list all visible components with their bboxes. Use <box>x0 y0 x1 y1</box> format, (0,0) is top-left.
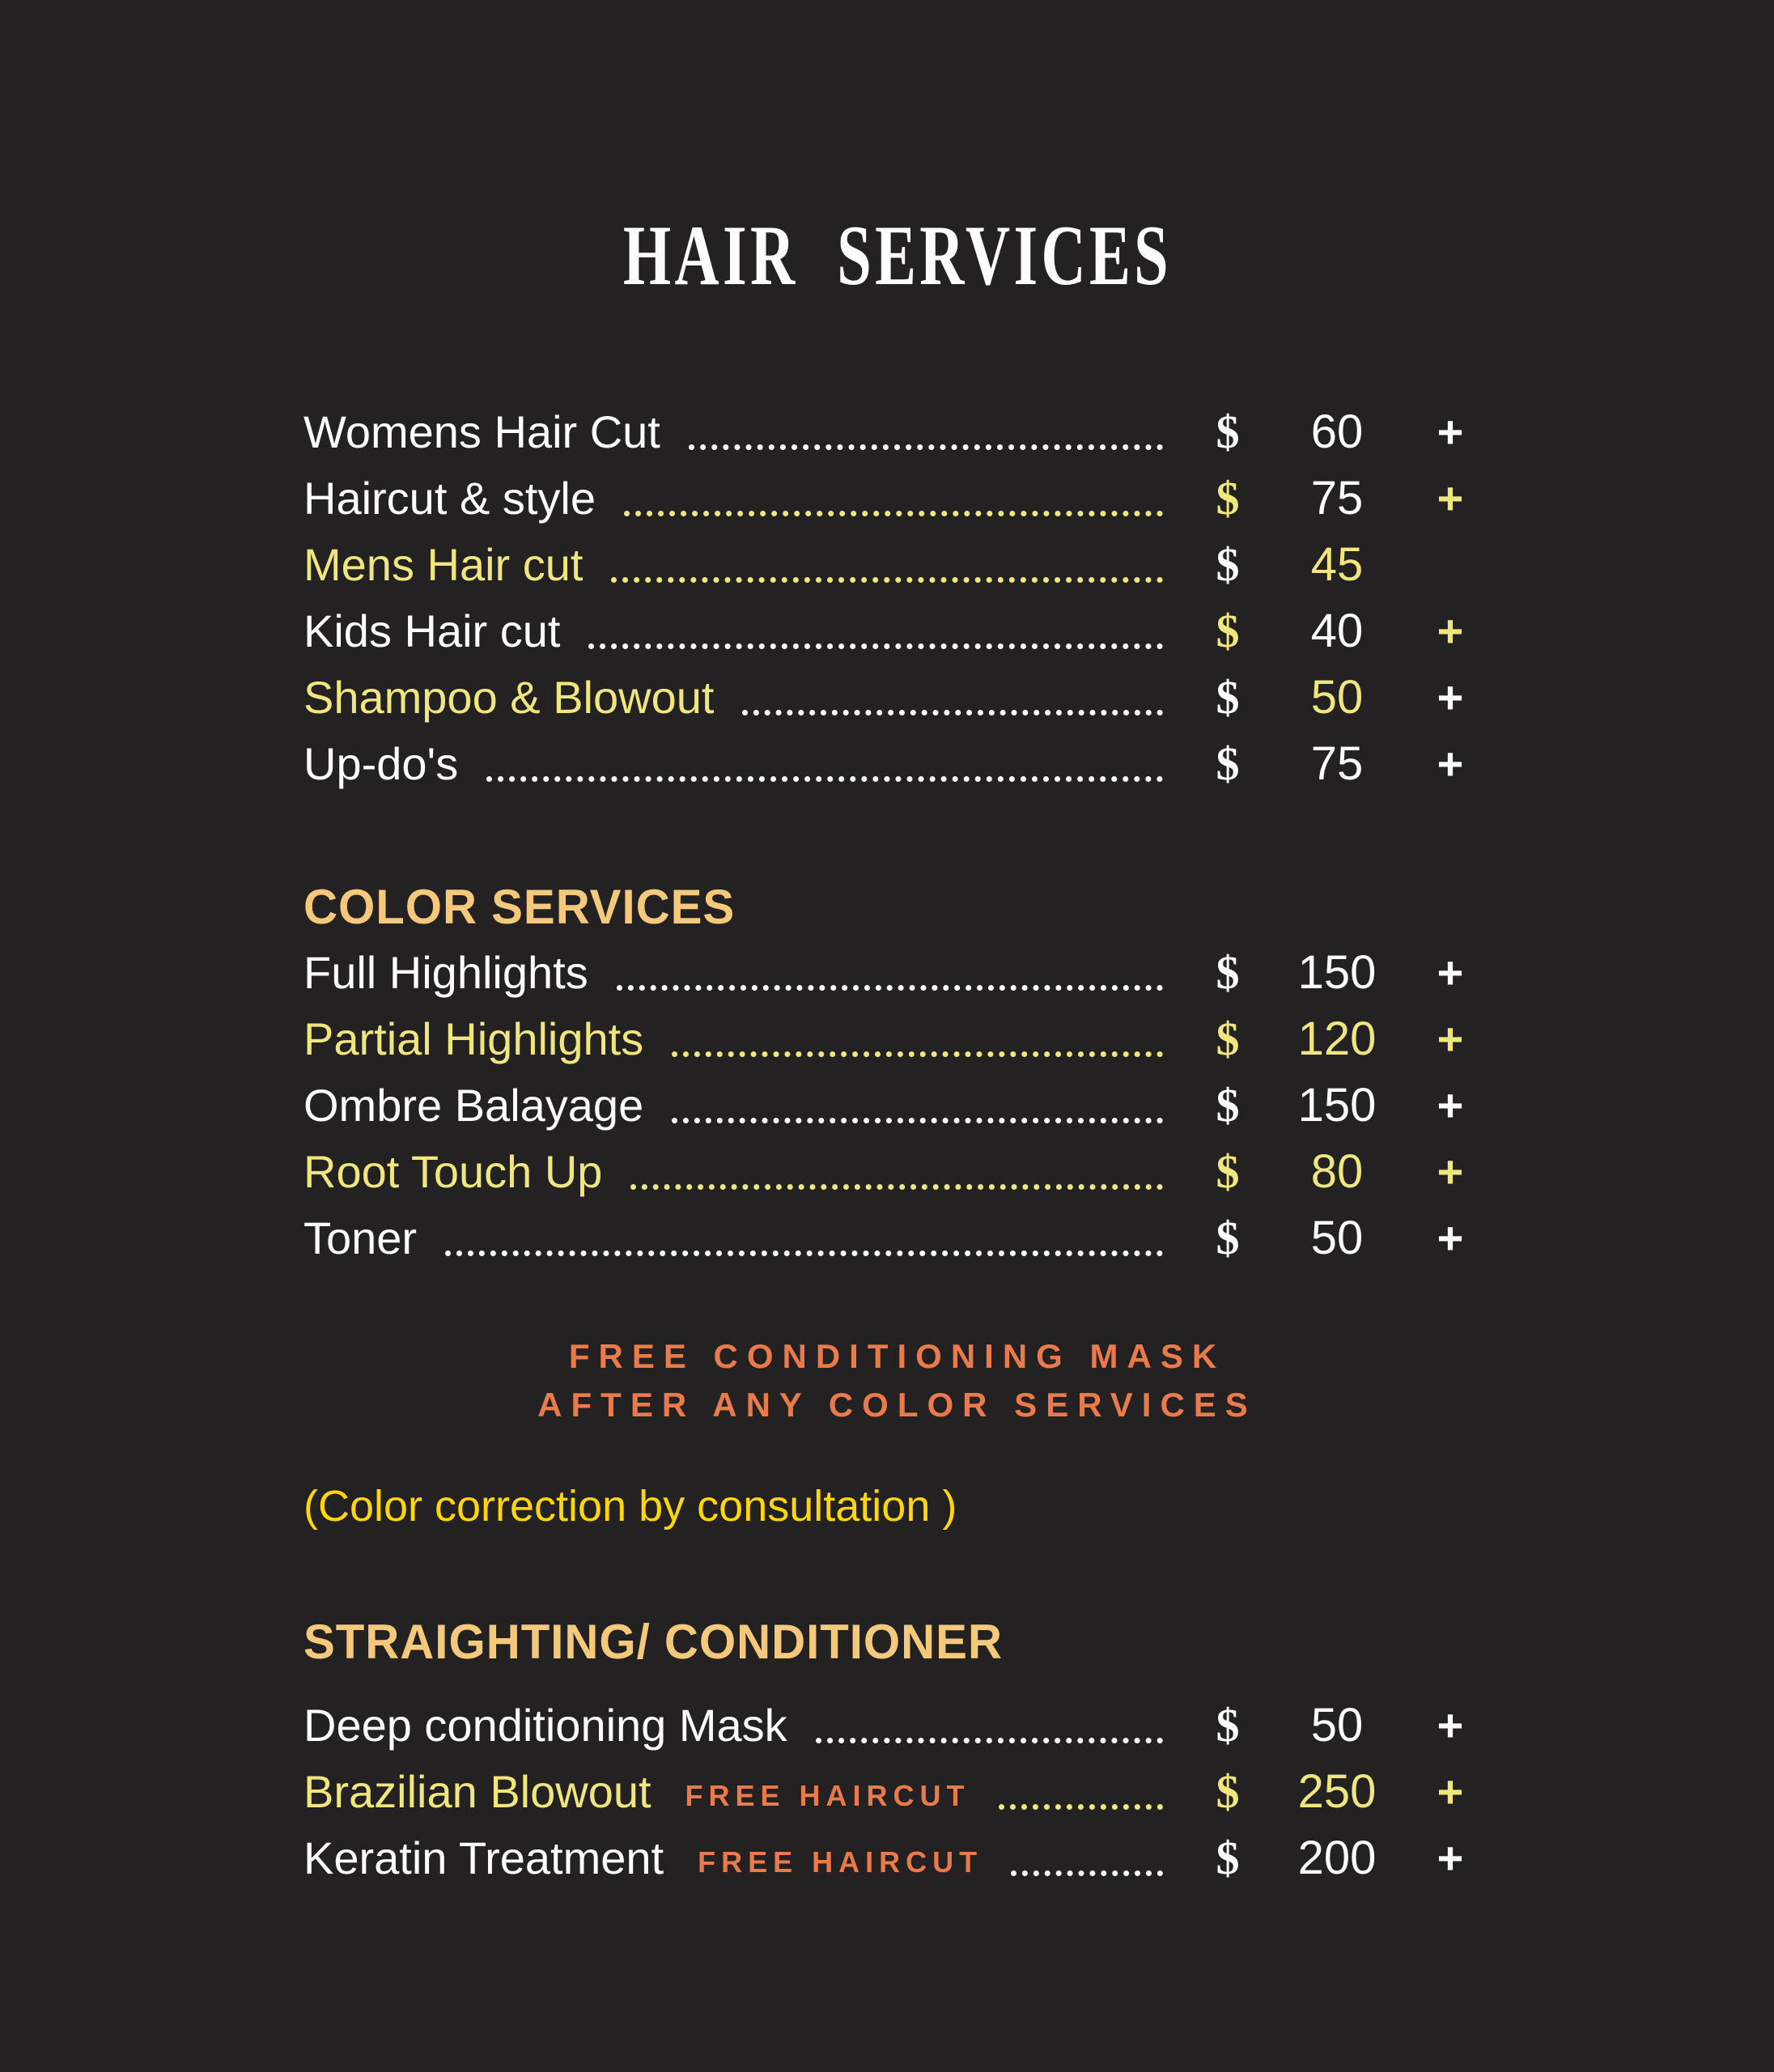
currency-symbol: $ <box>1216 405 1240 458</box>
dotted-leader <box>445 1219 1163 1256</box>
service-row: Root Touch Up $80 + <box>303 1138 1491 1204</box>
currency-symbol: $ <box>1216 1698 1240 1751</box>
dotted-leader <box>672 1020 1163 1057</box>
plus-suffix: + <box>1437 605 1464 656</box>
service-row: Up-do's $75 + <box>303 730 1491 796</box>
dotted-leader <box>672 1086 1163 1123</box>
dotted-leader <box>815 1706 1163 1743</box>
currency-symbol: $ <box>1216 670 1240 724</box>
service-label: Kids Hair cut <box>303 605 561 656</box>
service-label: Root Touch Up <box>303 1145 603 1197</box>
page-title: HAIR SERVICES <box>303 212 1491 299</box>
service-row: Mens Hair cut $45 <box>303 531 1491 597</box>
service-price: 150 <box>1297 1078 1377 1132</box>
service-row: Partial Highlights $120 + <box>303 1005 1491 1072</box>
dotted-leader <box>1011 1839 1163 1876</box>
page-title-text: HAIR SERVICES <box>622 208 1172 303</box>
service-row: Full Highlights $150 + <box>303 939 1491 1005</box>
service-label: Keratin Treatment <box>303 1832 664 1883</box>
consultation-note: (Color correction by consultation ) <box>303 1482 957 1531</box>
plus-suffix: + <box>1437 1832 1464 1883</box>
service-price: 45 <box>1310 537 1364 591</box>
service-row: Keratin Treatment FREE HAIRCUT $200 + <box>303 1824 1491 1891</box>
plus-suffix: + <box>1437 1079 1464 1131</box>
section-header: STRAIGHTING/ CONDITIONER <box>303 1615 1003 1669</box>
hair-services-list: Womens Hair Cut $60 + Haircut & style $75 + Me… <box>303 398 1491 796</box>
service-label: Mens Hair cut <box>303 538 584 590</box>
currency-symbol: $ <box>1216 1211 1240 1264</box>
service-price: 50 <box>1310 1698 1364 1751</box>
plus-suffix: + <box>1437 1699 1464 1751</box>
service-price: 250 <box>1297 1764 1377 1818</box>
dotted-leader <box>624 479 1163 516</box>
dotted-leader <box>616 953 1163 991</box>
promo-note-line: AFTER ANY COLOR SERVICES <box>537 1386 1257 1424</box>
service-row: Ombre Balayage $150 + <box>303 1072 1491 1138</box>
currency-symbol: $ <box>1216 1144 1240 1198</box>
straightening-conditioner-list: Deep conditioning Mask $50 + Brazilian Blow… <box>303 1692 1491 1891</box>
service-price: 200 <box>1297 1831 1377 1884</box>
service-label: Haircut & style <box>303 472 596 524</box>
currency-symbol: $ <box>1216 1078 1240 1132</box>
plus-suffix: + <box>1437 405 1464 457</box>
plus-suffix: + <box>1437 472 1464 524</box>
service-price: 150 <box>1297 945 1377 999</box>
currency-symbol: $ <box>1216 1764 1240 1818</box>
service-label: Full Highlights <box>303 946 588 998</box>
service-label: Womens Hair Cut <box>303 405 660 457</box>
service-label: Ombre Balayage <box>303 1079 644 1131</box>
free-haircut-badge: FREE HAIRCUT <box>685 1779 970 1812</box>
dotted-leader <box>588 612 1163 649</box>
promo-note-line: FREE CONDITIONING MASK <box>568 1337 1226 1375</box>
plus-suffix: + <box>1437 671 1464 723</box>
dotted-leader <box>998 1773 1163 1810</box>
plus-suffix: + <box>1437 1013 1464 1064</box>
service-price: 75 <box>1310 737 1364 790</box>
currency-symbol: $ <box>1216 1831 1240 1884</box>
service-row: Brazilian Blowout FREE HAIRCUT $250 + <box>303 1758 1491 1824</box>
service-price: 40 <box>1310 604 1364 657</box>
service-label: Toner <box>303 1212 418 1263</box>
currency-symbol: $ <box>1216 471 1240 524</box>
color-services-list: Full Highlights $150 + Partial Highlights $1… <box>303 939 1491 1271</box>
service-label: Brazilian Blowout <box>303 1765 651 1817</box>
plus-suffix: + <box>1437 1765 1464 1817</box>
plus-suffix: + <box>1437 1212 1464 1263</box>
dotted-leader <box>630 1153 1163 1190</box>
service-price: 120 <box>1297 1012 1377 1065</box>
service-label: Partial Highlights <box>303 1013 644 1064</box>
currency-symbol: $ <box>1216 604 1240 657</box>
services-menu: Womens Hair Cut $60 + Haircut & style $75 + Me… <box>303 398 1491 1891</box>
service-price: 80 <box>1310 1144 1364 1198</box>
service-label: Shampoo & Blowout <box>303 671 715 723</box>
plus-suffix: + <box>1437 1145 1464 1197</box>
free-haircut-badge: FREE HAIRCUT <box>698 1845 983 1879</box>
service-row: Deep conditioning Mask $50 + <box>303 1692 1491 1758</box>
currency-symbol: $ <box>1216 737 1240 790</box>
promo-note: FREE CONDITIONING MASK AFTER ANY COLOR SE… <box>303 1332 1491 1429</box>
service-label: Up-do's <box>303 737 459 789</box>
service-row: Haircut & style $75 + <box>303 465 1491 531</box>
dotted-leader <box>486 745 1163 782</box>
section-header: COLOR SERVICES <box>303 880 736 934</box>
plus-suffix: + <box>1437 946 1464 998</box>
service-price: 50 <box>1310 670 1364 724</box>
service-row: Womens Hair Cut $60 + <box>303 398 1491 465</box>
service-price: 50 <box>1310 1211 1364 1264</box>
service-row: Kids Hair cut $40 + <box>303 597 1491 664</box>
service-row: Toner $50 + <box>303 1204 1491 1271</box>
dotted-leader <box>611 546 1163 583</box>
service-price: 60 <box>1310 405 1364 458</box>
currency-symbol: $ <box>1216 537 1240 591</box>
currency-symbol: $ <box>1216 1012 1240 1065</box>
currency-symbol: $ <box>1216 945 1240 999</box>
plus-suffix: + <box>1437 737 1464 789</box>
service-price: 75 <box>1310 471 1364 524</box>
service-row: Shampoo & Blowout $50 + <box>303 664 1491 730</box>
dotted-leader <box>688 413 1163 450</box>
dotted-leader <box>742 678 1163 715</box>
service-label: Deep conditioning Mask <box>303 1699 787 1751</box>
